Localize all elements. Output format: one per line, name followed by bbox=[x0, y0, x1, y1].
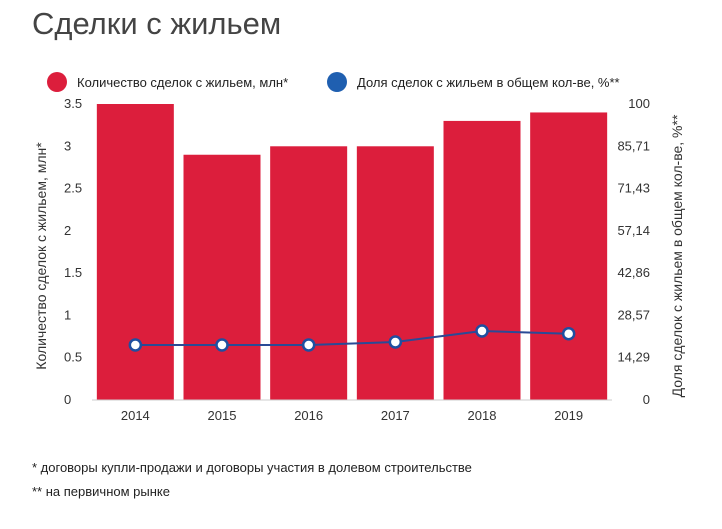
bar-2017 bbox=[356, 146, 434, 400]
bar-2019 bbox=[530, 112, 608, 400]
y2-tick-label: 85,71 bbox=[617, 138, 650, 153]
legend-marker-line bbox=[327, 72, 347, 92]
share-point-2019 bbox=[561, 326, 576, 341]
axes: 2014 2015 2016 2017 2018 2019 0 0.5 1 1.5 2 2.5 3 3.5… bbox=[33, 96, 685, 423]
y2-tick-label: 28,57 bbox=[617, 307, 650, 322]
bar-2018 bbox=[443, 120, 521, 401]
x-tick-label: 2014 bbox=[121, 408, 150, 423]
legend-marker-bar bbox=[47, 72, 67, 92]
y-tick-label: 0.5 bbox=[64, 350, 82, 365]
x-tick-label: 2015 bbox=[208, 408, 237, 423]
combo-chart: Количество сделок с жильем, млн* Доля сд… bbox=[33, 72, 685, 423]
y2-tick-label: 42,86 bbox=[617, 265, 650, 280]
y-tick-label: 2.5 bbox=[64, 181, 82, 196]
share-line bbox=[135, 330, 569, 346]
y-tick-label: 1.5 bbox=[64, 265, 82, 280]
legend-label-bar: Количество сделок с жильем, млн* bbox=[77, 75, 288, 90]
y-tick-label: 3.5 bbox=[64, 96, 82, 111]
chart-title: Сделки с жильем bbox=[32, 6, 282, 41]
share-point-2014 bbox=[128, 338, 143, 352]
y2-tick-label: 57,14 bbox=[617, 223, 650, 238]
y2-tick-label: 0 bbox=[643, 392, 650, 407]
y2-tick-label: 71,43 bbox=[617, 181, 650, 196]
y-tick-label: 0 bbox=[64, 392, 71, 407]
y2-tick-label: 100 bbox=[628, 96, 650, 111]
y-tick-label: 3 bbox=[64, 138, 71, 153]
y2-tick-label: 14,29 bbox=[617, 350, 650, 365]
x-tick-label: 2019 bbox=[554, 408, 583, 423]
x-tick-label: 2016 bbox=[294, 408, 323, 423]
x-tick-label: 2018 bbox=[468, 408, 497, 423]
share-point-2016 bbox=[301, 338, 316, 352]
footnote-primary-market: ** на первичном рынке bbox=[32, 484, 170, 499]
legend: Количество сделок с жильем, млн* Доля сд… bbox=[47, 72, 620, 92]
footnote-contracts: * договоры купли-продажи и договоры учас… bbox=[32, 460, 472, 475]
y-axis-title: Количество сделок с жильем, млн* bbox=[33, 142, 49, 370]
bar-2016 bbox=[270, 146, 348, 400]
bar-series bbox=[96, 104, 608, 401]
share-point-2018 bbox=[475, 324, 489, 338]
legend-label-line: Доля сделок с жильем в общем кол-ве, %** bbox=[357, 75, 620, 90]
bar-2014 bbox=[96, 104, 174, 400]
share-point-2015 bbox=[215, 338, 229, 352]
y-tick-label: 1 bbox=[64, 307, 71, 322]
x-tick-label: 2017 bbox=[381, 408, 410, 423]
bar-2015 bbox=[183, 154, 261, 400]
y-tick-label: 2 bbox=[64, 223, 71, 238]
line-series bbox=[128, 324, 576, 352]
y2-axis-title: Доля сделок с жильем в общем кол-ве, %** bbox=[669, 114, 685, 397]
share-point-2017 bbox=[388, 335, 403, 349]
